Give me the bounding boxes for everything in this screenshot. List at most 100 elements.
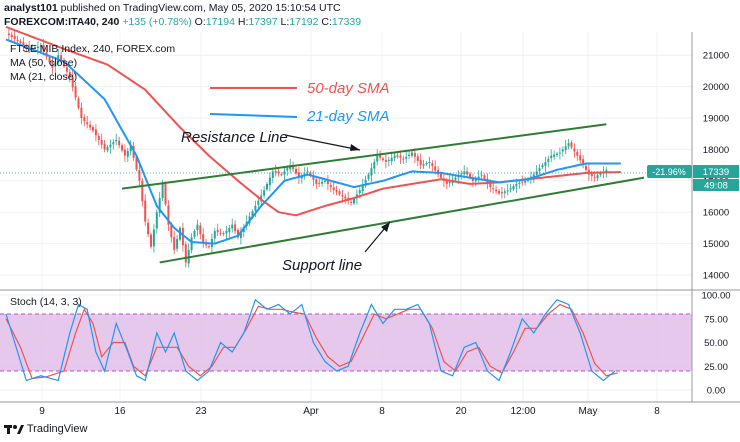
candle-body (445, 180, 448, 184)
time-tick-label: Apr (303, 406, 319, 417)
candle-body (576, 151, 579, 156)
candle-body (13, 36, 16, 40)
candle-body (503, 191, 506, 194)
candle-body (121, 145, 123, 151)
stoch-tick-label: 100.00 (701, 291, 730, 302)
time-tick-label: 23 (195, 406, 207, 417)
candle-body (419, 159, 422, 166)
candle-body (448, 181, 451, 184)
candle-body (115, 139, 118, 142)
candle-body (585, 165, 587, 170)
candle-body (480, 174, 483, 176)
candle-body (477, 176, 480, 179)
price-tick-label: 16000 (703, 208, 729, 219)
candle-body (74, 86, 77, 98)
candle-body (225, 231, 228, 234)
candle-body (358, 190, 361, 194)
candle-body (515, 183, 518, 187)
stoch-axis: 0.00 25.00 50.00 75.00 100.00 (701, 291, 730, 397)
stoch-tick-label: 0.00 (707, 386, 726, 397)
candle-body (274, 171, 277, 173)
candle-body (297, 172, 300, 178)
resistance-annotation: Resistance Line (181, 129, 288, 146)
candle-body (309, 172, 312, 176)
candle-body (492, 188, 495, 190)
candle-body (521, 181, 524, 183)
candle-body (167, 205, 170, 225)
candle-body (399, 155, 402, 158)
candle-body (39, 45, 42, 47)
candle-body (7, 33, 10, 36)
candle-body (36, 46, 39, 49)
candle-body (16, 39, 19, 42)
time-tick-label: 9 (39, 406, 45, 417)
candle-body (231, 224, 234, 229)
stoch-tick-label: 75.00 (704, 314, 728, 325)
candle-body (483, 175, 486, 179)
candle-body (382, 158, 384, 160)
candle-body (384, 159, 387, 162)
candle-body (89, 124, 92, 128)
candle-body (370, 168, 373, 176)
candle-body (335, 189, 338, 193)
candle-body (205, 242, 208, 246)
legend-ma21: MA (21, close) (10, 71, 77, 83)
price-tick-label: 15000 (703, 239, 729, 250)
candle-body (387, 159, 390, 162)
resistance-line (121, 123, 607, 190)
sma21-line (5, 38, 621, 245)
ohlc-open-label: O: (194, 16, 206, 28)
candle-body (155, 212, 158, 229)
candle-body (196, 224, 199, 230)
legend-stoch: Stoch (14, 3, 3) (10, 296, 82, 308)
price-tick-label: 14000 (703, 271, 729, 282)
candle-body (541, 165, 544, 168)
time-tick-label: 20 (455, 406, 467, 417)
candle-body (561, 149, 564, 152)
candle-body (71, 76, 74, 88)
candle-body (570, 142, 573, 148)
candle-body (295, 168, 297, 174)
candle-body (306, 171, 309, 173)
candle-body (251, 211, 254, 217)
publish-line: analyst101 published on TradingView.com,… (4, 2, 341, 14)
candle-body (129, 146, 132, 152)
candle-body (466, 171, 469, 175)
candle-body (22, 42, 25, 45)
ohlc-low-label: L: (280, 16, 290, 28)
candle-body (170, 225, 173, 238)
candle-body (558, 152, 561, 154)
candle-body (324, 180, 326, 182)
candle-body (573, 148, 576, 152)
chart-header: analyst101 published on TradingView.com,… (0, 0, 740, 32)
candle-body (593, 177, 596, 179)
candle-body (254, 205, 257, 211)
candle-body (547, 158, 550, 162)
candle-body (590, 173, 593, 177)
candle-body (460, 173, 463, 175)
candle-body (329, 185, 332, 188)
candle-body (80, 107, 83, 118)
time-axis: 9 16 23 Apr 8 20 12:00 May 8 (39, 406, 660, 417)
footer: TradingView (4, 423, 87, 435)
candle-body (10, 34, 13, 38)
candle-body (390, 157, 393, 161)
price-badge-bg (693, 165, 739, 178)
candle-body (181, 227, 184, 246)
candle-body (199, 225, 202, 235)
stoch-tick-label: 50.00 (704, 338, 728, 349)
candle-body (350, 201, 353, 203)
footer-brand[interactable]: TradingView (26, 423, 88, 435)
candle-body (51, 61, 54, 68)
candle-body (42, 45, 45, 52)
candle-body (164, 183, 167, 205)
candle-body (48, 57, 51, 63)
candle-body (344, 196, 347, 199)
candle-body (286, 168, 289, 171)
candle-body (434, 166, 437, 171)
candle-body (338, 191, 341, 195)
candle-body (234, 224, 237, 232)
author-name[interactable]: analyst101 (4, 2, 58, 14)
candle-body (582, 159, 585, 166)
